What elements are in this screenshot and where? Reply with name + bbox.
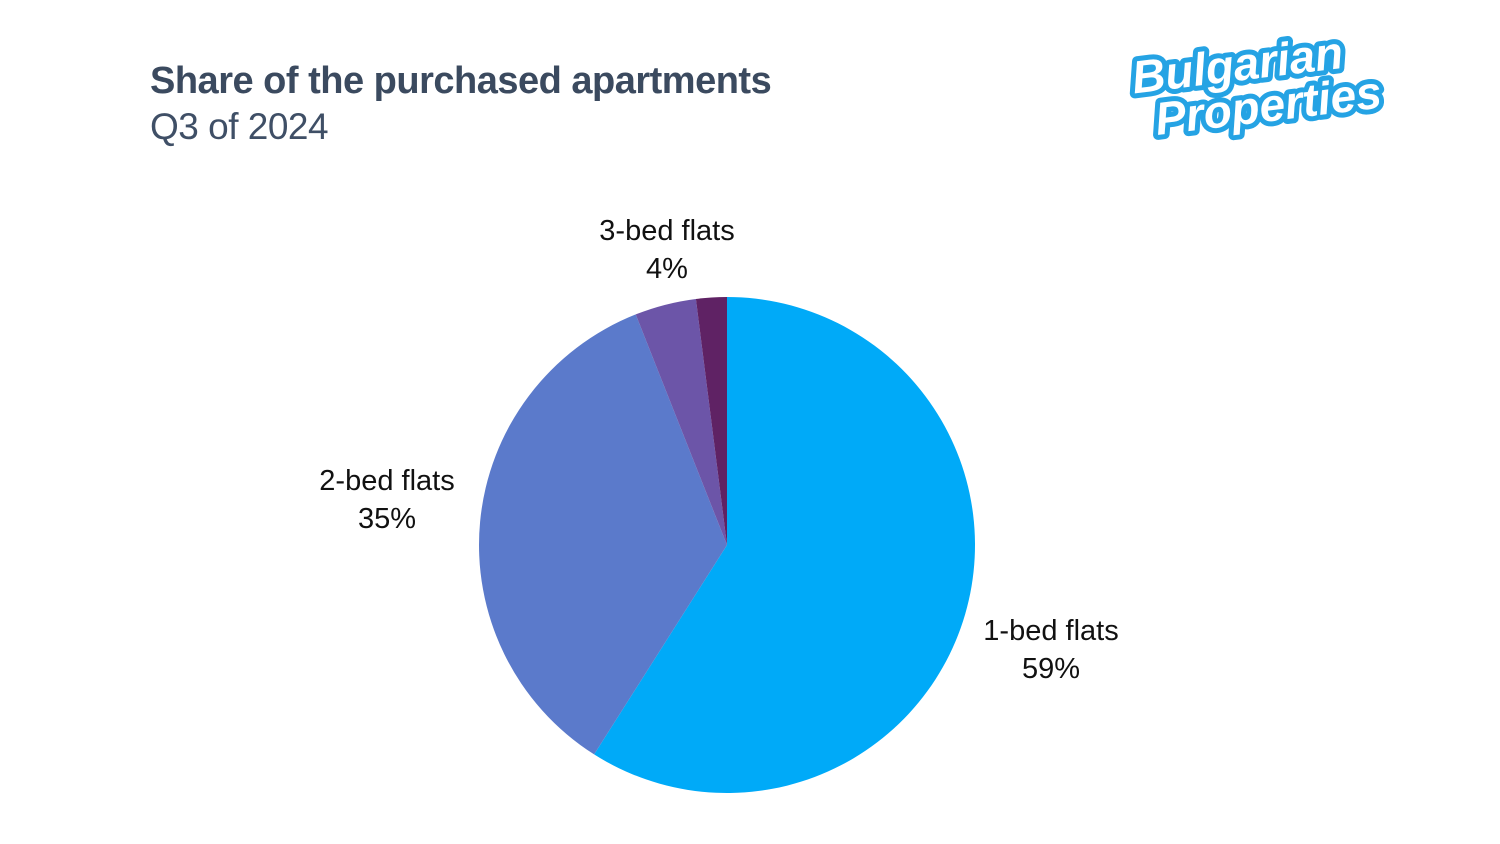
slice-label-text: 1-bed flats — [983, 615, 1119, 647]
pie-slice-3-bed-flats — [635, 298, 727, 545]
pie-slice-2-bed-flats — [479, 314, 727, 755]
chart-header: Share of the purchased apartments Q3 of … — [150, 58, 772, 150]
pie-slice-1-bed-flats — [594, 297, 976, 793]
chart-title: Share of the purchased apartments — [150, 60, 772, 102]
slice-value-text: 4% — [646, 253, 688, 285]
slice-label-text: 2-bed flats — [319, 465, 455, 497]
pie-slice-other — [695, 297, 727, 545]
slice-label-2-bed-flats: 2-bed flats 35% — [319, 462, 454, 538]
slice-value-text: 35% — [357, 503, 417, 535]
chart-subtitle: Q3 of 2024 — [150, 106, 329, 147]
slice-label-1-bed-flats: 1-bed flats 59% — [983, 612, 1118, 688]
brand-logo: Bulgarian Properties — [1124, 21, 1389, 150]
slice-label-3-bed-flats: 3-bed flats 4% — [599, 212, 734, 288]
slice-label-text: 3-bed flats — [599, 215, 735, 247]
slice-value-text: 59% — [1021, 653, 1081, 685]
